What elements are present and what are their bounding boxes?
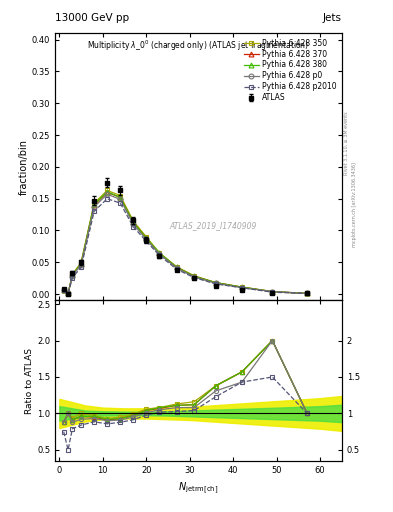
Pythia 6.428 p0	[105, 191, 110, 197]
Pythia 6.428 370	[174, 264, 179, 270]
Pythia 6.428 380	[131, 219, 136, 225]
Text: Rivet 3.1.10, ≥ 3M events: Rivet 3.1.10, ≥ 3M events	[344, 112, 349, 175]
Y-axis label: Ratio to ATLAS: Ratio to ATLAS	[25, 348, 34, 414]
Pythia 6.428 p0	[70, 272, 75, 279]
Line: Pythia 6.428 370: Pythia 6.428 370	[61, 190, 310, 296]
Text: Multiplicity $\lambda\_0^0$ (charged only) (ATLAS jet fragmentation): Multiplicity $\lambda\_0^0$ (charged onl…	[87, 38, 310, 53]
Pythia 6.428 p2010	[270, 289, 275, 295]
Pythia 6.428 p0	[66, 290, 70, 296]
Pythia 6.428 350	[240, 284, 244, 290]
Line: Pythia 6.428 380: Pythia 6.428 380	[61, 189, 310, 296]
Pythia 6.428 380	[213, 280, 218, 286]
Pythia 6.428 370	[61, 287, 66, 293]
Pythia 6.428 p2010	[213, 281, 218, 287]
Pythia 6.428 p2010	[61, 287, 66, 293]
Pythia 6.428 p2010	[131, 224, 136, 230]
Line: Pythia 6.428 p0: Pythia 6.428 p0	[61, 192, 310, 296]
Pythia 6.428 p2010	[240, 285, 244, 291]
Text: mcplots.cern.ch [arXiv:1306.3436]: mcplots.cern.ch [arXiv:1306.3436]	[352, 162, 357, 247]
Text: Jets: Jets	[323, 13, 342, 23]
Pythia 6.428 350	[270, 288, 275, 294]
Pythia 6.428 370	[70, 272, 75, 278]
Pythia 6.428 p0	[174, 265, 179, 271]
Line: Pythia 6.428 350: Pythia 6.428 350	[61, 188, 310, 296]
Pythia 6.428 p0	[79, 262, 83, 268]
Pythia 6.428 380	[157, 250, 162, 256]
Y-axis label: fraction/bin: fraction/bin	[19, 139, 29, 195]
Pythia 6.428 p2010	[305, 290, 310, 296]
Pythia 6.428 380	[174, 264, 179, 270]
Text: ATLAS_2019_I1740909: ATLAS_2019_I1740909	[169, 221, 257, 230]
Pythia 6.428 370	[157, 250, 162, 257]
Pythia 6.428 350	[131, 218, 136, 224]
Pythia 6.428 370	[131, 219, 136, 225]
Pythia 6.428 p0	[270, 288, 275, 294]
Line: Pythia 6.428 p2010: Pythia 6.428 p2010	[61, 196, 310, 296]
Pythia 6.428 380	[105, 188, 110, 195]
Pythia 6.428 p2010	[144, 238, 149, 244]
Pythia 6.428 p0	[131, 221, 136, 227]
Pythia 6.428 380	[240, 284, 244, 290]
Text: 13000 GeV pp: 13000 GeV pp	[55, 13, 129, 23]
Pythia 6.428 p2010	[192, 274, 196, 281]
Pythia 6.428 p2010	[157, 252, 162, 259]
Pythia 6.428 350	[192, 272, 196, 279]
Pythia 6.428 380	[70, 272, 75, 278]
Pythia 6.428 350	[70, 271, 75, 278]
Pythia 6.428 p2010	[79, 264, 83, 270]
Pythia 6.428 380	[192, 273, 196, 280]
Pythia 6.428 350	[61, 287, 66, 293]
Pythia 6.428 350	[118, 193, 123, 199]
Pythia 6.428 p2010	[105, 196, 110, 202]
Pythia 6.428 370	[66, 290, 70, 296]
Pythia 6.428 p0	[305, 290, 310, 296]
Pythia 6.428 380	[305, 290, 310, 296]
Pythia 6.428 350	[174, 264, 179, 270]
Pythia 6.428 380	[92, 201, 97, 207]
Pythia 6.428 p0	[240, 285, 244, 291]
Pythia 6.428 370	[144, 235, 149, 241]
Pythia 6.428 370	[118, 195, 123, 201]
Pythia 6.428 350	[79, 259, 83, 265]
Pythia 6.428 350	[305, 290, 310, 296]
Pythia 6.428 350	[105, 187, 110, 194]
X-axis label: $N_{\rm jetrm[ch]}$: $N_{\rm jetrm[ch]}$	[178, 480, 219, 496]
Pythia 6.428 p2010	[66, 291, 70, 297]
Pythia 6.428 p0	[118, 196, 123, 202]
Pythia 6.428 370	[270, 288, 275, 294]
Legend: Pythia 6.428 350, Pythia 6.428 370, Pythia 6.428 380, Pythia 6.428 p0, Pythia 6.: Pythia 6.428 350, Pythia 6.428 370, Pyth…	[242, 37, 338, 104]
Pythia 6.428 350	[92, 200, 97, 206]
Pythia 6.428 370	[92, 202, 97, 208]
Pythia 6.428 p2010	[118, 200, 123, 206]
Pythia 6.428 350	[66, 290, 70, 296]
Pythia 6.428 370	[79, 261, 83, 267]
Pythia 6.428 350	[144, 234, 149, 240]
Pythia 6.428 p2010	[92, 208, 97, 215]
Pythia 6.428 p2010	[174, 266, 179, 272]
Pythia 6.428 370	[105, 189, 110, 196]
Pythia 6.428 p0	[92, 204, 97, 210]
Pythia 6.428 370	[213, 280, 218, 286]
Pythia 6.428 p0	[61, 287, 66, 293]
Pythia 6.428 p0	[213, 280, 218, 286]
Pythia 6.428 380	[118, 195, 123, 201]
Pythia 6.428 380	[270, 288, 275, 294]
Pythia 6.428 350	[157, 250, 162, 256]
Pythia 6.428 p0	[144, 237, 149, 243]
Pythia 6.428 350	[213, 280, 218, 286]
Pythia 6.428 380	[61, 287, 66, 293]
Pythia 6.428 p2010	[70, 274, 75, 281]
Pythia 6.428 p0	[192, 274, 196, 280]
Pythia 6.428 p0	[157, 251, 162, 257]
Pythia 6.428 380	[66, 290, 70, 296]
Pythia 6.428 370	[240, 284, 244, 290]
Pythia 6.428 380	[144, 235, 149, 241]
Pythia 6.428 370	[192, 273, 196, 280]
Pythia 6.428 370	[305, 290, 310, 296]
Pythia 6.428 380	[79, 261, 83, 267]
